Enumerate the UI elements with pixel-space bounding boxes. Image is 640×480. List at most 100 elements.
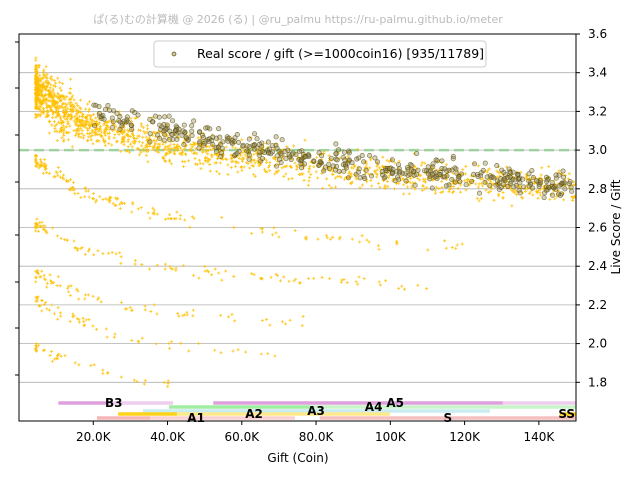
data-point-real <box>517 190 523 196</box>
data-point-estimated <box>447 190 451 194</box>
data-point-estimated <box>39 105 43 109</box>
data-point-estimated <box>288 318 292 322</box>
data-point-estimated <box>327 154 331 158</box>
data-point-estimated <box>77 297 81 301</box>
data-point-estimated <box>120 141 124 145</box>
y-axis-label: Live Score / Gift <box>609 179 623 274</box>
data-point-estimated <box>252 273 256 277</box>
data-point-estimated <box>167 341 171 345</box>
data-point-estimated <box>483 180 487 184</box>
data-point-estimated <box>360 234 364 238</box>
data-point-estimated <box>347 170 351 174</box>
data-point-estimated <box>246 162 250 166</box>
data-point-real <box>439 158 445 164</box>
data-point-real <box>552 183 558 189</box>
data-point-estimated <box>451 191 455 195</box>
rank-label-a1: A1 <box>187 411 205 425</box>
data-point-estimated <box>206 160 210 164</box>
data-point-estimated <box>208 162 212 166</box>
data-point-estimated <box>63 95 67 99</box>
data-point-estimated <box>172 142 176 146</box>
x-tick-label: 60.0K <box>225 430 261 444</box>
data-point-real <box>478 170 484 176</box>
data-point-real <box>487 173 493 179</box>
data-point-estimated <box>37 229 41 233</box>
data-point-estimated <box>384 279 388 283</box>
data-point-real <box>359 153 365 159</box>
data-point-estimated <box>201 150 205 154</box>
data-point-estimated <box>375 164 379 168</box>
data-point-estimated <box>495 169 499 173</box>
data-point-estimated <box>163 262 167 266</box>
data-point-estimated <box>203 264 207 268</box>
data-point-estimated <box>75 287 79 291</box>
data-point-estimated <box>334 176 338 180</box>
data-point-real <box>429 185 435 191</box>
data-point-estimated <box>183 152 187 156</box>
data-point-estimated <box>477 164 481 168</box>
data-point-estimated <box>58 80 62 84</box>
data-point-real <box>232 135 238 141</box>
data-point-real <box>236 148 242 154</box>
data-point-estimated <box>68 320 72 324</box>
data-point-estimated <box>122 129 126 133</box>
data-point-estimated <box>39 109 43 113</box>
data-point-estimated <box>555 192 559 196</box>
data-point-estimated <box>142 149 146 153</box>
data-point-estimated <box>130 308 134 312</box>
data-point-estimated <box>56 174 60 178</box>
data-point-estimated <box>403 287 407 291</box>
data-point-estimated <box>70 110 74 114</box>
data-point-real <box>356 166 362 172</box>
data-point-estimated <box>57 120 61 124</box>
data-point-estimated <box>342 177 346 181</box>
data-point-estimated <box>224 145 228 149</box>
data-point-estimated <box>192 141 196 145</box>
data-point-estimated <box>155 147 159 151</box>
data-point-estimated <box>290 176 294 180</box>
data-point-estimated <box>43 158 47 162</box>
data-point-estimated <box>386 185 390 189</box>
data-point-estimated <box>520 196 524 200</box>
data-point-estimated <box>45 307 49 311</box>
data-point-estimated <box>272 147 276 151</box>
data-point-estimated <box>34 269 38 273</box>
data-point-estimated <box>66 107 70 111</box>
data-point-estimated <box>513 191 517 195</box>
data-point-estimated <box>402 192 406 196</box>
data-point-estimated <box>71 181 75 185</box>
y-tick-label: 2.8 <box>588 182 607 196</box>
data-point-real <box>258 158 264 164</box>
data-point-estimated <box>54 115 58 119</box>
data-point-estimated <box>38 220 42 224</box>
data-point-estimated <box>76 103 80 107</box>
data-point-real <box>268 151 274 157</box>
data-point-estimated <box>77 318 81 322</box>
data-point-real <box>425 164 431 170</box>
data-point-estimated <box>40 309 44 313</box>
data-point-estimated <box>307 167 311 171</box>
data-point-estimated <box>101 368 105 372</box>
data-point-estimated <box>163 153 167 157</box>
data-point-estimated <box>45 103 49 107</box>
data-point-estimated <box>38 73 42 77</box>
data-point-estimated <box>67 97 71 101</box>
data-point-estimated <box>72 119 76 123</box>
y-tick-label: 2.0 <box>588 337 607 351</box>
data-point-estimated <box>207 145 211 149</box>
data-point-estimated <box>263 167 267 171</box>
data-point-estimated <box>307 170 311 174</box>
data-point-real <box>482 179 488 185</box>
data-point-estimated <box>59 129 63 133</box>
data-point-estimated <box>163 217 167 221</box>
data-point-estimated <box>52 280 56 284</box>
data-point-estimated <box>487 167 491 171</box>
data-point-real <box>246 152 252 158</box>
data-point-estimated <box>58 284 62 288</box>
data-point-estimated <box>117 132 121 136</box>
data-point-estimated <box>60 136 64 140</box>
data-point-estimated <box>327 277 331 281</box>
data-point-estimated <box>44 301 48 305</box>
legend: Real score / gift (>=1000coin16) [935/11… <box>153 40 487 68</box>
data-point-estimated <box>119 150 123 154</box>
